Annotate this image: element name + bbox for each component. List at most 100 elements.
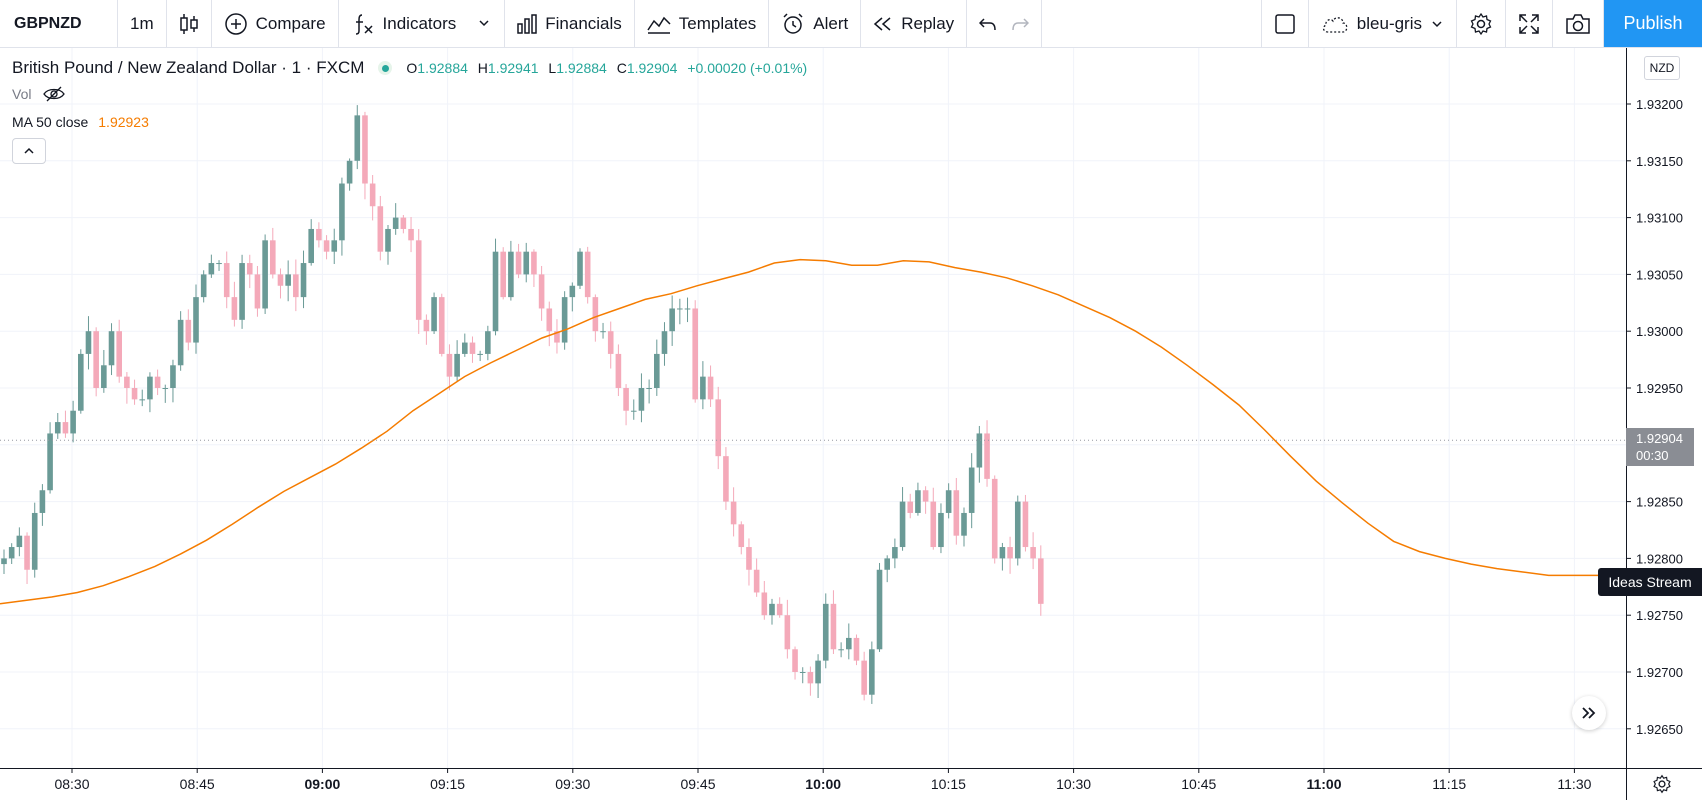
currency-badge[interactable]: NZD [1644, 56, 1680, 80]
candle-body [623, 388, 629, 411]
candle-body [469, 342, 476, 354]
change-value: +0.00020 (+0.01%) [687, 60, 808, 76]
indicators-button[interactable]: Indicators [339, 0, 506, 47]
candle-body [454, 353, 460, 377]
y-tick-label: 1.93050 [1636, 267, 1683, 282]
select-layout-button[interactable] [1260, 0, 1309, 47]
top-toolbar: GBPNZD 1m Compare Indicators [0, 0, 1702, 48]
candle-body [592, 297, 599, 332]
candle [523, 242, 530, 283]
chart-area[interactable]: 1.93200 1.93150 1.93100 1.93050 1.93000 1.929… [0, 48, 1702, 800]
candle-body [101, 365, 107, 388]
candle-body [1007, 547, 1013, 559]
collapse-legend-button[interactable] [12, 138, 46, 164]
candle [769, 598, 775, 625]
candle-body [707, 376, 714, 400]
y-tick-label: 1.93150 [1636, 154, 1683, 169]
candle-body [231, 297, 238, 320]
candle [846, 623, 852, 660]
ideas-stream-label: Ideas Stream [1608, 574, 1692, 590]
candle [715, 386, 722, 470]
candle [861, 651, 867, 701]
toolbar-spacer [1042, 0, 1261, 47]
ideas-stream-tab[interactable]: Ideas Stream [1598, 568, 1702, 596]
candle [131, 379, 138, 405]
undo-icon[interactable] [979, 16, 997, 32]
replay-label: Replay [901, 13, 955, 33]
x-tick-label: 08:30 [54, 776, 89, 792]
compare-button[interactable]: Compare [212, 0, 339, 47]
replay-button[interactable]: Replay [861, 0, 968, 47]
publish-button[interactable]: Publish [1604, 0, 1702, 47]
market-status-icon [378, 61, 393, 75]
candlestick-chart[interactable]: 1.93200 1.93150 1.93100 1.93050 1.93000 1.929… [0, 48, 1702, 800]
fullscreen-button[interactable] [1506, 0, 1553, 47]
candle-body [377, 206, 384, 252]
candle [869, 641, 875, 704]
candle-body [62, 422, 69, 434]
volume-legend-row[interactable]: Vol [12, 84, 807, 104]
candle [369, 175, 376, 221]
candle [477, 350, 483, 362]
candle-body [139, 399, 146, 401]
scroll-to-realtime-button[interactable] [1572, 696, 1606, 730]
cloud-icon [1322, 16, 1348, 33]
candle-body [254, 274, 261, 309]
axis-settings-gear-icon[interactable] [1652, 774, 1672, 794]
candle-body [654, 353, 660, 388]
candle [623, 384, 629, 426]
candle-body [8, 547, 15, 559]
candle [999, 542, 1006, 571]
candle-body [415, 240, 422, 320]
financials-button[interactable]: Financials [505, 0, 635, 47]
candle [569, 282, 576, 312]
candle [246, 254, 253, 289]
candle-body [362, 115, 368, 184]
candle [976, 425, 983, 483]
snapshot-button[interactable] [1553, 0, 1604, 47]
candle-body [331, 240, 338, 252]
candle-body [124, 376, 130, 388]
symbol-search-button[interactable]: GBPNZD [0, 0, 118, 47]
candle-body [646, 388, 652, 389]
candle [331, 228, 338, 265]
eye-hidden-icon[interactable] [43, 86, 66, 102]
candle-body [584, 251, 591, 298]
ma-legend-row[interactable]: MA 50 close 1.92923 [12, 112, 807, 132]
candle-body [385, 228, 391, 252]
rewind-icon [874, 16, 891, 31]
templates-button[interactable]: Templates [635, 0, 770, 47]
candle-body [308, 228, 314, 264]
chart-style-button[interactable] [167, 0, 212, 47]
x-tick-label: 11:15 [1432, 776, 1466, 792]
candle-body [938, 512, 944, 548]
x-tick-label: 11:30 [1557, 776, 1591, 792]
interval-button[interactable]: 1m [118, 0, 167, 47]
candle-body [700, 376, 706, 400]
candle [85, 316, 92, 370]
redo-icon[interactable] [1011, 16, 1030, 32]
candle [730, 487, 737, 537]
y-tick-label: 1.92650 [1636, 722, 1683, 737]
symbol-legend-row[interactable]: British Pound / New Zealand Dollar · 1 ·… [12, 56, 807, 80]
candle-body [953, 490, 960, 536]
candle-body [400, 217, 407, 229]
layout-name-button[interactable]: bleu-gris [1309, 0, 1457, 47]
camera-icon [1566, 13, 1590, 34]
function-fx-icon [355, 13, 373, 35]
candle-body [561, 297, 568, 343]
candle-body [899, 501, 906, 548]
candle [16, 527, 23, 557]
candle-body [277, 274, 284, 286]
candle-body [177, 319, 184, 366]
candle [339, 177, 345, 256]
chart-legend: British Pound / New Zealand Dollar · 1 ·… [12, 56, 807, 164]
candle-body [692, 308, 698, 400]
candle [707, 365, 714, 407]
candle-body [915, 490, 921, 513]
candle [669, 295, 675, 346]
settings-button[interactable] [1457, 0, 1506, 47]
candle [630, 399, 637, 420]
candle-body [991, 478, 998, 559]
alert-button[interactable]: Alert [769, 0, 862, 47]
